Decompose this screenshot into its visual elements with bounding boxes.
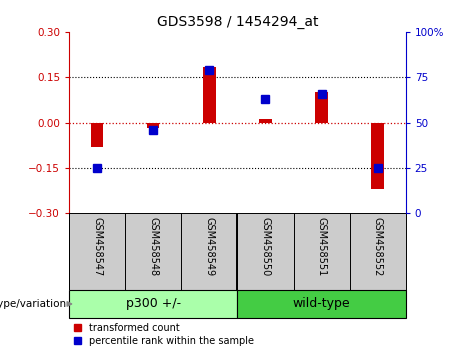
Text: wild-type: wild-type: [293, 297, 350, 310]
Bar: [259, 119, 272, 122]
Bar: [237, 290, 406, 318]
Title: GDS3598 / 1454294_at: GDS3598 / 1454294_at: [157, 16, 318, 29]
Text: GSM458551: GSM458551: [317, 217, 326, 276]
Bar: [91, 122, 103, 147]
Text: GSM458549: GSM458549: [204, 217, 214, 276]
Text: GSM458547: GSM458547: [92, 217, 102, 276]
Text: GSM458548: GSM458548: [148, 217, 158, 276]
Bar: [147, 122, 160, 128]
Text: genotype/variation: genotype/variation: [0, 299, 66, 309]
Bar: [315, 92, 328, 122]
Legend: transformed count, percentile rank within the sample: transformed count, percentile rank withi…: [74, 323, 254, 346]
Bar: [69, 290, 237, 318]
Bar: [372, 122, 384, 189]
Text: GSM458550: GSM458550: [260, 217, 271, 276]
Text: p300 +/-: p300 +/-: [126, 297, 181, 310]
Text: GSM458552: GSM458552: [372, 217, 383, 276]
Bar: [203, 67, 216, 122]
